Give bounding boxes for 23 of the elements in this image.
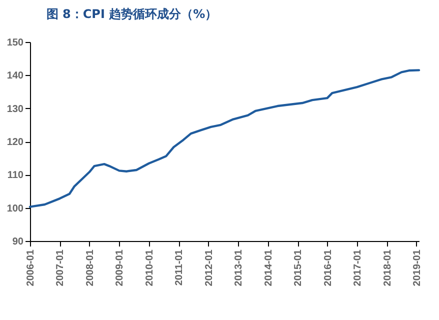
x-tick-label: 2011-01 bbox=[174, 249, 186, 286]
x-tick-label: 2019-01 bbox=[412, 249, 423, 286]
y-tick-label: 120 bbox=[6, 137, 24, 148]
x-tick-label: 2010-01 bbox=[144, 249, 156, 286]
line-series bbox=[28, 69, 420, 208]
y-tick-label: 130 bbox=[6, 104, 24, 115]
x-tick-label: 2016-01 bbox=[322, 249, 334, 286]
x-tick-label: 2018-01 bbox=[382, 249, 394, 286]
y-tick-label: 140 bbox=[6, 70, 24, 82]
y-tick-label: 150 bbox=[6, 38, 24, 48]
x-tick-label: 2009-01 bbox=[114, 249, 126, 286]
x-tick-label: 2008-01 bbox=[84, 249, 96, 286]
x-tick-label: 2014-01 bbox=[263, 249, 274, 286]
y-tick-label: 90 bbox=[12, 236, 24, 248]
chart-title: 图 8：CPI 趋势循环成分（%） bbox=[46, 7, 218, 21]
y-tick-label: 100 bbox=[6, 203, 24, 214]
y-tick-label: 110 bbox=[7, 170, 24, 182]
x-tick-label: 2007-01 bbox=[55, 249, 66, 286]
x-tick-label: 2015-01 bbox=[293, 249, 304, 286]
x-tick-label: 2017-01 bbox=[352, 249, 364, 286]
x-tick-label: 2012-01 bbox=[204, 249, 215, 286]
x-tick-label: 2006-01 bbox=[26, 249, 36, 286]
x-tick-label: 2013-01 bbox=[234, 249, 245, 286]
